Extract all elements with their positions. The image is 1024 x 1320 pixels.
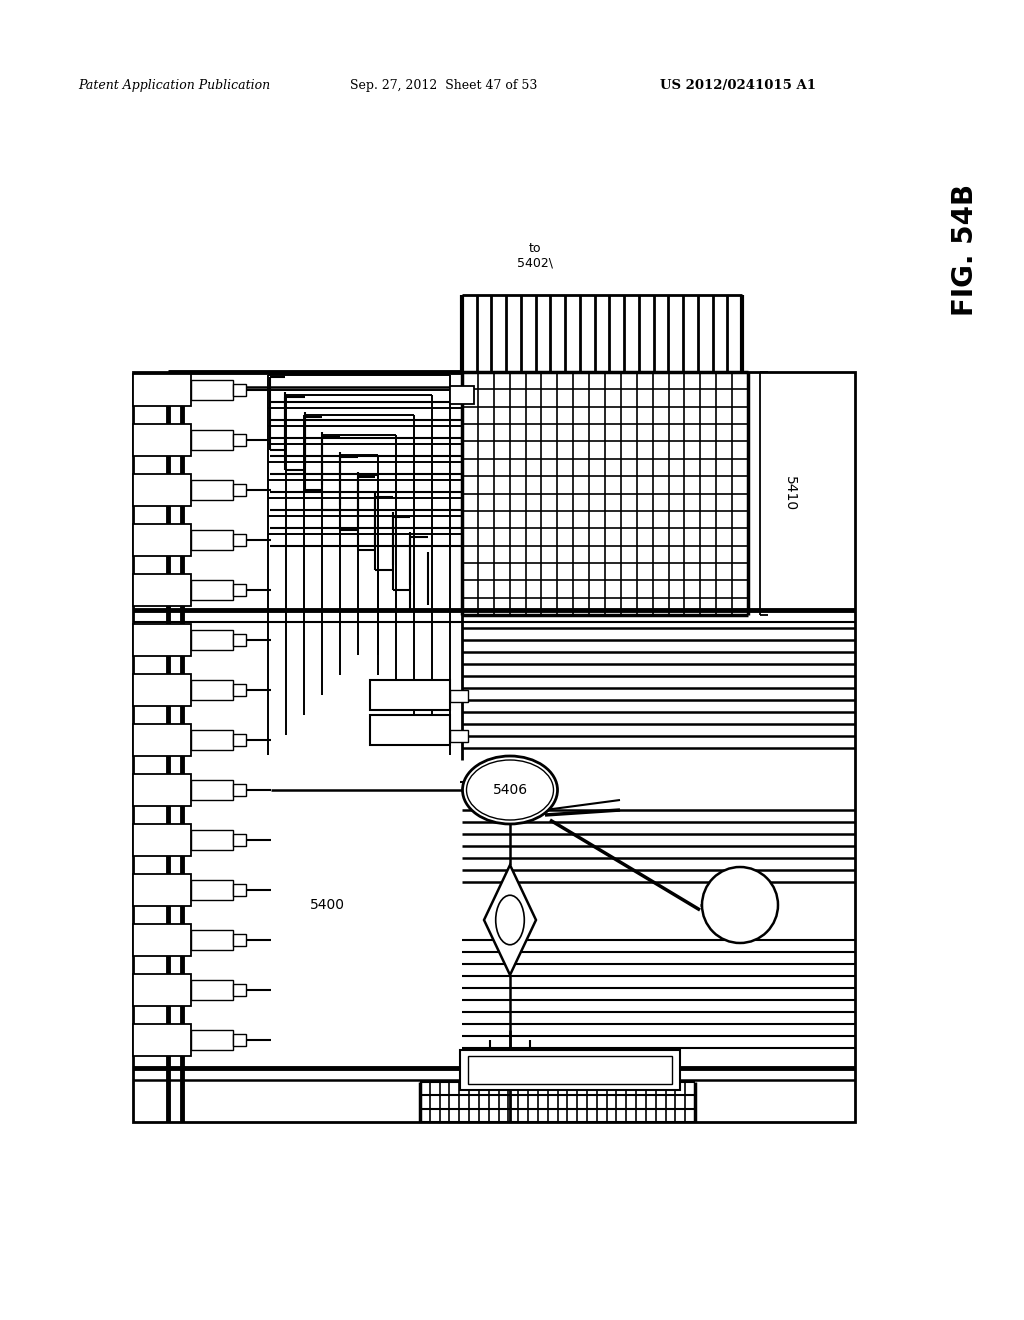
Bar — [191, 579, 233, 601]
Bar — [133, 372, 855, 1122]
Bar — [233, 583, 246, 597]
Bar — [233, 684, 246, 696]
Bar — [233, 935, 246, 946]
Bar — [133, 374, 191, 407]
Bar — [191, 830, 233, 850]
Bar — [233, 434, 246, 446]
Bar — [133, 474, 191, 506]
Bar — [133, 824, 191, 855]
Text: 5400: 5400 — [310, 898, 345, 912]
Bar — [191, 780, 233, 800]
Bar — [370, 680, 450, 710]
Bar — [233, 384, 246, 396]
Bar — [191, 730, 233, 750]
Text: 5410: 5410 — [783, 477, 797, 511]
Bar — [450, 730, 468, 742]
Circle shape — [702, 867, 778, 942]
Bar — [468, 1056, 672, 1084]
Bar — [133, 574, 191, 606]
Bar — [233, 1034, 246, 1045]
Bar — [233, 535, 246, 546]
Bar — [133, 974, 191, 1006]
Bar — [450, 690, 468, 702]
Bar — [133, 424, 191, 455]
Bar — [191, 430, 233, 450]
Text: Sep. 27, 2012  Sheet 47 of 53: Sep. 27, 2012 Sheet 47 of 53 — [350, 78, 538, 91]
Bar — [191, 680, 233, 700]
Bar — [233, 884, 246, 896]
Bar — [133, 723, 191, 756]
Bar — [233, 834, 246, 846]
Bar — [460, 1049, 680, 1090]
Bar — [133, 675, 191, 706]
Bar — [191, 531, 233, 550]
Bar — [450, 385, 474, 404]
Bar — [191, 630, 233, 649]
Text: US 2012/0241015 A1: US 2012/0241015 A1 — [660, 78, 816, 91]
Text: 5406: 5406 — [493, 783, 527, 797]
PathPatch shape — [484, 865, 536, 975]
Bar — [133, 924, 191, 956]
Bar — [191, 979, 233, 1001]
Bar — [233, 734, 246, 746]
Bar — [133, 524, 191, 556]
Bar — [233, 484, 246, 496]
Bar — [191, 1030, 233, 1049]
Bar — [233, 634, 246, 645]
Bar — [133, 874, 191, 906]
Bar — [191, 380, 233, 400]
Bar — [191, 480, 233, 500]
Text: to
5402\: to 5402\ — [517, 242, 553, 271]
Ellipse shape — [463, 756, 557, 824]
Bar — [133, 624, 191, 656]
Ellipse shape — [496, 895, 524, 945]
Bar — [133, 1024, 191, 1056]
Ellipse shape — [467, 760, 554, 820]
Bar — [191, 931, 233, 950]
Bar — [133, 774, 191, 807]
Text: FIG. 54B: FIG. 54B — [951, 183, 979, 315]
Bar — [370, 715, 450, 744]
Text: Patent Application Publication: Patent Application Publication — [78, 78, 270, 91]
Bar — [233, 784, 246, 796]
Bar — [233, 983, 246, 997]
Bar — [191, 880, 233, 900]
